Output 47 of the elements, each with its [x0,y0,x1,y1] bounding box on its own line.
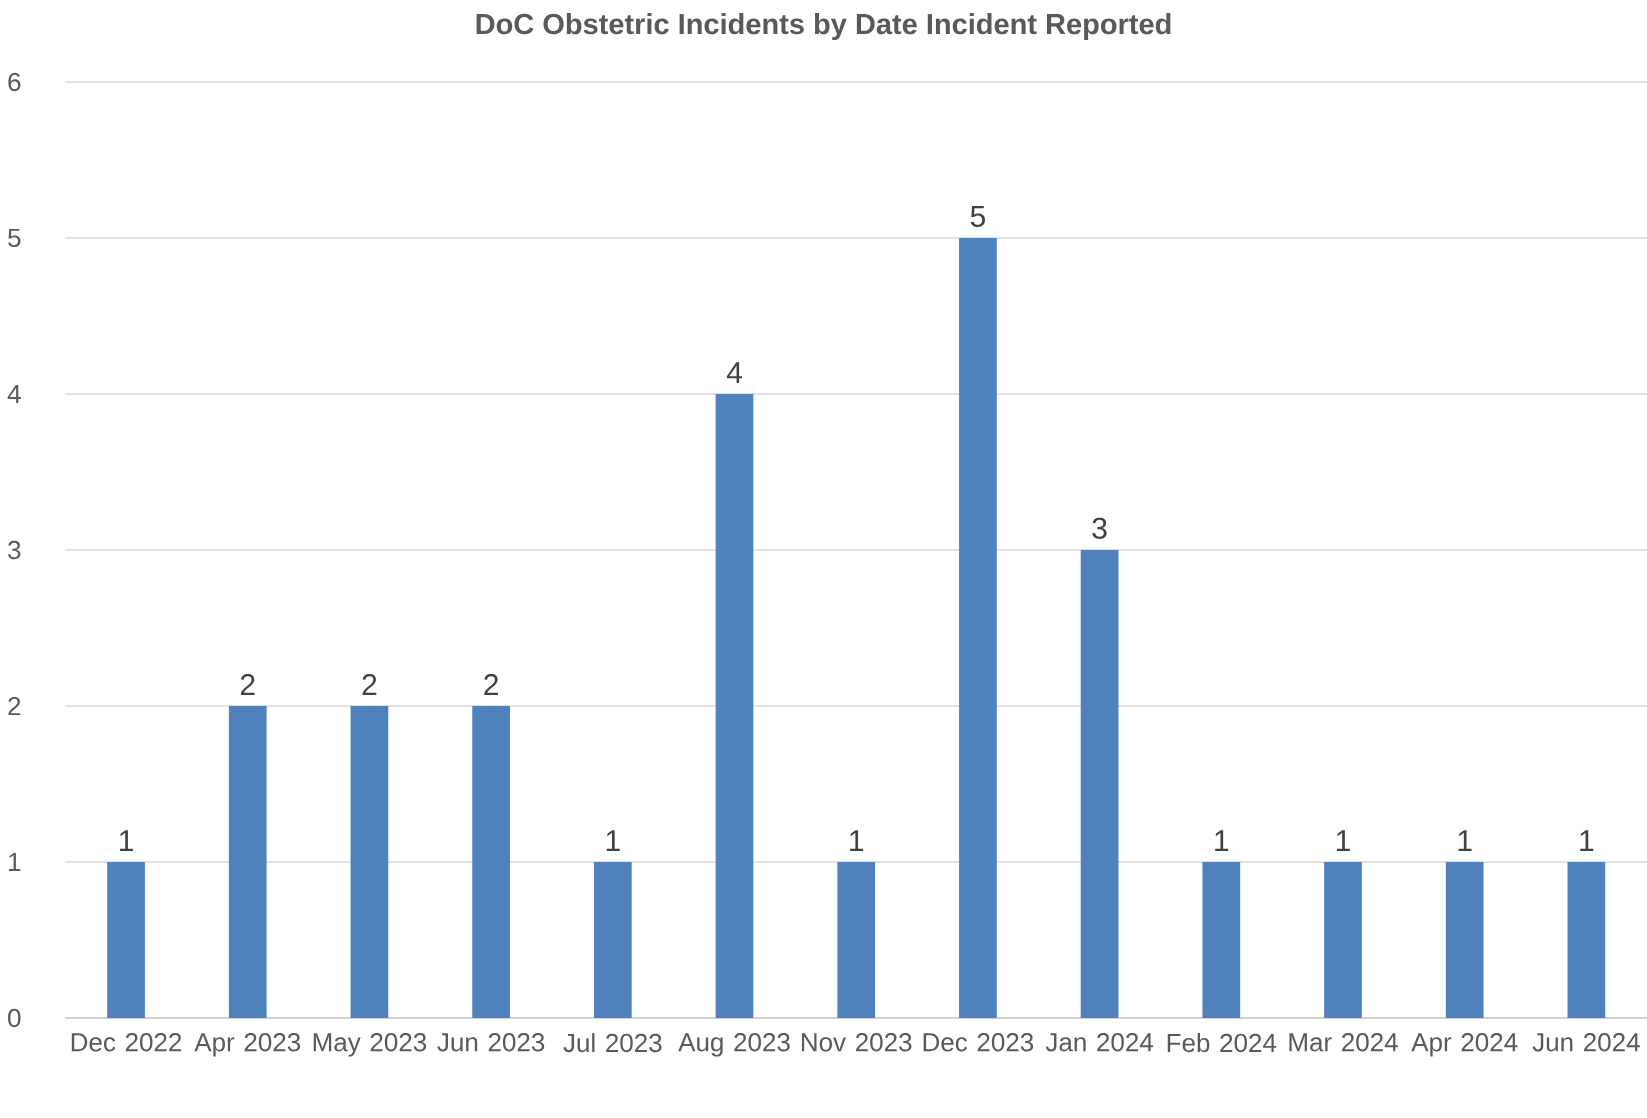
x-tick-label: Dec 2023 [923,1033,1034,1052]
x-tick-label: Dec 2022 [71,1033,182,1052]
data-label: 2 [240,673,255,695]
x-tick-label: Feb 2024 [1167,1033,1277,1053]
data-label: 2 [362,673,377,695]
x-tick-label: May 2023 [313,1033,427,1057]
data-label: 2 [484,673,498,695]
y-tick-label: 5 [8,228,21,248]
data-label: 1 [1215,830,1229,851]
bar [1445,862,1484,1018]
x-tick-label: Jun 2023 [437,1033,545,1052]
bar [593,862,632,1018]
data-label: 1 [1336,830,1350,851]
x-tick-label: Jun 2024 [1532,1033,1640,1052]
data-label: 3 [1092,517,1107,539]
x-tick-label: Nov 2023 [801,1033,912,1052]
x-tick-label: Mar 2024 [1289,1033,1398,1052]
bar [350,705,389,1018]
data-label: 1 [1458,830,1472,851]
y-tick-label: 2 [8,696,21,716]
data-label: 1 [1580,830,1594,851]
x-tick-label: Jan 2024 [1045,1033,1154,1052]
y-tick-label: 0 [8,1008,21,1028]
bar [107,862,145,1018]
chart-title: DoC Obstetric Incidents by Date Incident Reported [476,13,1171,41]
data-label: 5 [970,205,985,227]
bar [1202,862,1241,1018]
bar [715,393,754,1018]
data-label: 1 [606,830,620,851]
bar [837,862,876,1018]
bar [1080,549,1119,1018]
data-label: 1 [850,830,864,851]
x-tick-label: Apr 2024 [1411,1033,1518,1057]
bar [1567,862,1606,1018]
bar [959,237,997,1018]
data-label: 1 [119,830,133,851]
y-tick-label: 1 [9,853,21,871]
bar [472,705,510,1018]
data-label: 4 [726,362,742,383]
x-tick-label: Aug 2023 [678,1033,790,1057]
y-tick-label: 3 [8,540,21,560]
y-tick-label: 6 [8,72,21,92]
x-tick-label: Apr 2023 [194,1033,301,1057]
x-tick-label: Jul 2023 [563,1033,662,1053]
y-tick-label: 4 [7,385,21,403]
bar [1324,862,1362,1018]
bar [228,705,267,1018]
